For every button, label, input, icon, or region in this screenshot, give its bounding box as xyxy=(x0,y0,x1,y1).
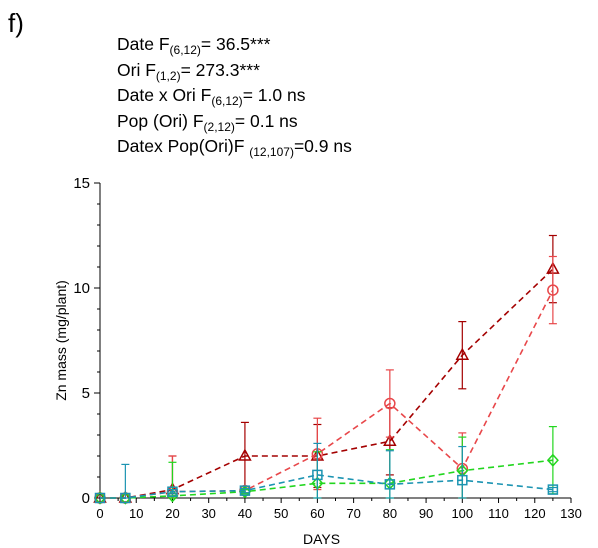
stat-text: Date x Ori F xyxy=(117,85,212,105)
x-tick-label: 90 xyxy=(419,506,433,521)
data-point-square xyxy=(312,469,323,481)
data-point-triangle xyxy=(383,433,397,447)
x-tick-label: 70 xyxy=(346,506,360,521)
x-tick-label: 30 xyxy=(201,506,215,521)
series-line xyxy=(100,289,554,499)
data-point-square xyxy=(239,485,251,496)
data-point-square xyxy=(94,492,106,504)
x-tick-label: 60 xyxy=(310,506,324,521)
stat-value: = 0.1 ns xyxy=(234,110,298,131)
data-point-diamond xyxy=(119,491,132,505)
stat-text: Datex Pop(Ori)F xyxy=(117,136,250,156)
series-triangle xyxy=(93,234,560,503)
x-tick-label: 50 xyxy=(274,506,288,521)
data-point-diamond xyxy=(546,453,559,467)
data-point-square xyxy=(167,486,178,497)
data-point-triangle xyxy=(455,347,470,360)
data-point-diamond xyxy=(238,485,251,499)
stat-value: = 36.5*** xyxy=(200,34,271,54)
x-tick-label: 130 xyxy=(560,506,582,521)
stat-line-pop-ori: Pop (Ori) F(2,12)= 0.1 ns xyxy=(117,109,352,135)
x-tick-label: 120 xyxy=(524,506,546,521)
y-tick-label: 15 xyxy=(73,175,90,192)
stat-line-date-x-pop-ori: Datex Pop(Ori)F (12,107)=0.9 ns xyxy=(117,134,352,160)
series-line xyxy=(100,268,554,499)
stat-value: = 1.0 ns xyxy=(242,85,306,105)
y-tick-label: 0 xyxy=(82,490,90,507)
data-point-diamond xyxy=(93,491,107,505)
stat-text: Ori F xyxy=(117,59,156,80)
stat-subscript: (12,107) xyxy=(249,145,294,159)
stat-text: Pop (Ori) F xyxy=(117,110,204,131)
series-square xyxy=(94,442,559,504)
stat-subscript: (1,2) xyxy=(155,68,181,83)
x-tick-label: 0 xyxy=(96,506,103,521)
data-point-circle xyxy=(384,397,396,410)
data-point-triangle xyxy=(238,448,252,461)
data-point-square xyxy=(384,479,396,490)
stat-subscript: (6,12) xyxy=(211,94,243,108)
x-tick-label: 40 xyxy=(238,506,252,521)
stat-subscript: (6,12) xyxy=(169,43,201,57)
panel-label: f) xyxy=(8,8,24,38)
data-point-circle xyxy=(547,284,559,296)
y-tick-label: 5 xyxy=(82,385,90,402)
stat-line-date: Date F(6,12)= 36.5*** xyxy=(117,32,352,58)
y-tick-label: 10 xyxy=(73,280,90,297)
data-point-square xyxy=(547,484,559,495)
x-axis-title: DAYS xyxy=(303,531,340,547)
series-line xyxy=(100,474,553,499)
stat-line-date-x-ori: Date x Ori F(6,12)= 1.0 ns xyxy=(117,83,352,109)
series-diamond xyxy=(93,426,559,505)
statistics-annotation: Date F(6,12)= 36.5*** Ori F(1,2)= 273.3*… xyxy=(117,32,352,160)
stat-value: = 273.3*** xyxy=(180,59,260,80)
stat-value: =0.9 ns xyxy=(293,136,352,156)
x-tick-label: 110 xyxy=(488,506,509,521)
x-tick-label: 100 xyxy=(451,506,473,521)
x-tick-label: 80 xyxy=(383,506,397,521)
stat-line-ori: Ori F(1,2)= 273.3*** xyxy=(117,58,352,84)
x-tick-label: 10 xyxy=(129,506,143,521)
stat-text: Date F xyxy=(117,34,170,54)
stat-subscript: (2,12) xyxy=(203,119,235,134)
series-circle xyxy=(94,255,559,504)
x-tick-label: 20 xyxy=(165,506,179,521)
data-point-square xyxy=(457,474,468,486)
data-point-square xyxy=(120,492,131,504)
y-axis-title: Zn mass (mg/plant) xyxy=(53,280,69,401)
